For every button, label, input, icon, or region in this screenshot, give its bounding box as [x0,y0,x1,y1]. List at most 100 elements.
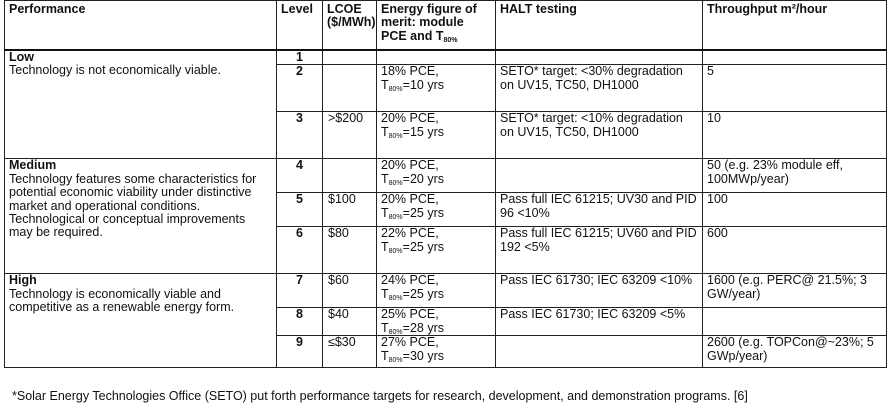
t80-subscript: 80% [388,85,403,93]
t80-subscript: 80% [388,294,403,302]
halt-cell: Pass full IEC 61215; UV30 and PID 96 <10… [495,192,703,228]
lcoe-cell [322,158,377,194]
table-row: 2 18% PCE, T80%=10 yrs SETO* target: <30% d… [5,64,887,113]
halt-cell: SETO* target: <30% degradation on UV15, … [495,64,703,113]
level-cell: 3 [276,111,323,160]
pce-value: 20% PCE, [381,158,439,173]
t80-value: =15 yrs [402,124,444,139]
energy-fom-cell: 20% PCE, T80%=25 yrs [376,192,496,228]
t80-subscript: 80% [388,356,403,364]
energy-fom-cell: 20% PCE, T80%=20 yrs [376,158,496,194]
halt-cell [495,158,703,194]
t80-value: =25 yrs [402,239,444,254]
performance-table: Performance Level LCOE ($/MWh) Energy fi… [4,0,887,369]
t80-symbol: T [381,77,389,92]
pce-value: 25% PCE, [381,307,439,322]
t80-subscript: 80% [388,328,403,336]
energy-fom-cell: 22% PCE, T80%=25 yrs [376,226,496,275]
halt-cell [495,49,703,66]
lcoe-cell [322,64,377,113]
header-throughput: Throughput m²/hour [702,0,887,51]
throughput-cell: 1600 (e.g. PERC@ 21.5%; 3 GW/year) [702,273,887,309]
halt-cell: SETO* target: <10% degradation on UV15, … [495,111,703,160]
throughput-cell: 100 [702,192,887,228]
halt-cell: Pass IEC 61730; IEC 63209 <5% [495,307,703,337]
lcoe-cell: $80 [322,226,377,275]
level-cell: 7 [276,273,323,309]
energy-fom-cell: 18% PCE, T80%=10 yrs [376,64,496,113]
header-energy-fom-text: Energy figure of merit: module PCE and T [381,2,477,43]
energy-fom-cell: 27% PCE, T80%=30 yrs [376,335,496,369]
group-description: Technology is not economically viable. [9,63,221,78]
performance-group-low: Low Technology is not economically viable… [4,49,277,160]
t80-symbol: T [381,239,389,254]
pce-value: 20% PCE, [381,192,439,207]
group-title: High [9,273,37,288]
footnote: *Solar Energy Technologies Office (SETO)… [12,389,748,403]
pce-value: 22% PCE, [381,226,439,241]
header-row: Performance Level LCOE ($/MWh) Energy fi… [4,0,887,51]
throughput-cell: 2600 (e.g. TOPCon@~23%; 5 GWp/year) [702,335,887,369]
t80-subscript: 80% [388,132,403,140]
header-level: Level [276,0,323,51]
header-lcoe: LCOE ($/MWh) [322,0,377,51]
pce-value: 18% PCE, [381,64,439,79]
t80-value: =20 yrs [402,171,444,186]
lcoe-cell: $40 [322,307,377,337]
level-cell: 5 [276,192,323,228]
table-row: High Technology is economically viable an… [4,273,887,369]
energy-fom-cell: 25% PCE, T80%=28 yrs [376,307,496,337]
throughput-cell: 5 [702,64,887,113]
throughput-cell [702,307,887,337]
performance-group-high: High Technology is economically viable an… [4,273,277,369]
t80-symbol: T [381,286,389,301]
performance-group-medium: Medium Technology features some character… [4,158,277,275]
energy-fom-cell: 24% PCE, T80%=25 yrs [376,273,496,309]
t80-symbol: T [381,171,389,186]
t80-symbol: T [381,124,389,139]
t80-symbol: T [381,348,389,363]
throughput-cell: 50 (e.g. 23% module eff, 100MWp/year) [702,158,887,194]
level-cell: 9 [276,335,323,369]
level-cell: 8 [276,307,323,337]
group-title: Low [9,50,34,64]
halt-cell: Pass full IEC 61215; UV60 and PID 192 <5… [495,226,703,275]
halt-cell [495,335,703,369]
halt-cell: Pass IEC 61730; IEC 63209 <10% [495,273,703,309]
t80-value: =25 yrs [402,205,444,220]
lcoe-cell: ≤$30 [322,335,377,369]
group-description: Technology is economically viable and co… [9,286,235,315]
throughput-cell: 600 [702,226,887,275]
table-row: 3 >$200 20% PCE, T80%=15 yrs SETO* target: <… [5,111,887,160]
level-cell: 1 [276,49,323,66]
header-halt: HALT testing [495,0,703,51]
energy-fom-cell [376,49,496,66]
table-row: 6 $80 22% PCE, T80%=25 yrs Pass full IEC 612… [5,226,887,275]
table-row: 8 $40 25% PCE, T80%=28 yrs Pass IEC 61730; I… [5,307,887,337]
t80-value: =30 yrs [402,348,444,363]
table-row: Medium Technology features some character… [4,158,887,275]
header-performance: Performance [4,0,277,51]
group-description: Technology features some characteristics… [9,171,257,240]
lcoe-cell: $100 [322,192,377,228]
table-row: 5 $100 20% PCE, T80%=25 yrs Pass full IEC 61… [5,192,887,228]
pce-value: 24% PCE, [381,273,439,288]
level-cell: 4 [276,158,323,194]
pce-value: 27% PCE, [381,335,439,350]
t80-value: =10 yrs [402,77,444,92]
throughput-cell [702,49,887,66]
t80-symbol: T [381,320,389,335]
t80-subscript: 80% [388,213,403,221]
table-row: Low Technology is not economically viable… [4,49,887,160]
lcoe-cell [322,49,377,66]
header-energy-fom-subscript: 80% [443,36,458,44]
t80-subscript: 80% [388,179,403,187]
t80-value: =28 yrs [402,320,444,335]
energy-fom-cell: 20% PCE, T80%=15 yrs [376,111,496,160]
t80-symbol: T [381,205,389,220]
t80-subscript: 80% [388,247,403,255]
group-title: Medium [9,158,57,173]
level-cell: 2 [276,64,323,113]
pce-value: 20% PCE, [381,111,439,126]
t80-value: =25 yrs [402,286,444,301]
